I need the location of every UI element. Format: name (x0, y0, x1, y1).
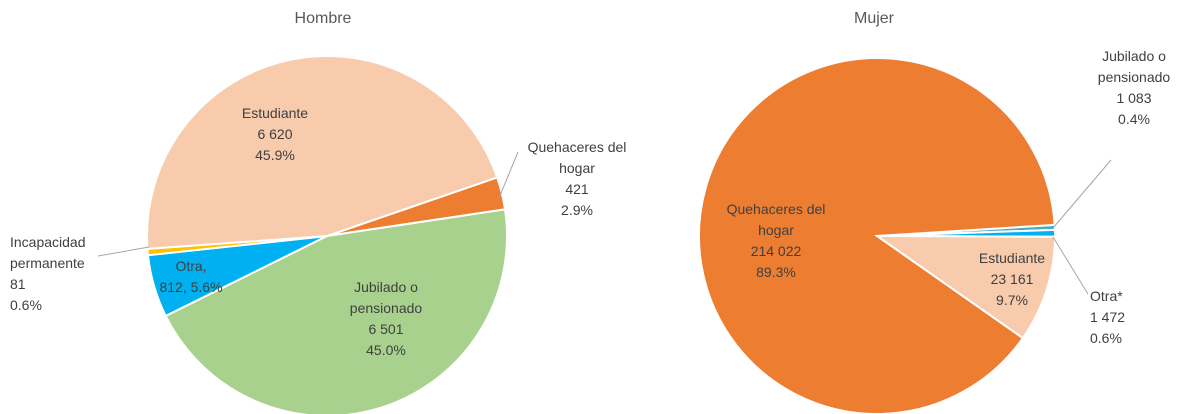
value-label: 6 620 (257, 126, 293, 142)
percent-label: 0.4% (1118, 111, 1150, 127)
percent-label: 45.0% (366, 342, 406, 358)
chart-title: Mujer (854, 10, 895, 27)
pie-slice (164, 208, 508, 414)
value-label: 421 (565, 181, 589, 197)
percent-label: 89.3% (756, 264, 796, 280)
slice-name: Jubilado o pensionado (1097, 48, 1171, 85)
slice-name: Quehaceres del hogar (527, 139, 627, 176)
leader-line (1052, 236, 1089, 295)
slice-name: Otra, (175, 258, 207, 274)
slice-name: Incapacidad permanente (10, 234, 86, 271)
data-label: Otra, 812, 5.6% (131, 256, 251, 298)
value-label: 23 161 (990, 271, 1034, 287)
data-label: Jubilado o pensionado 1 083 0.4% (1084, 46, 1184, 130)
slice-name: Estudiante (241, 105, 309, 121)
data-label: Estudiante 6 620 45.9% (215, 103, 335, 166)
value-label: 1 472 (1090, 309, 1126, 325)
percent-label: 2.9% (561, 202, 593, 218)
pie-slice (698, 57, 1056, 414)
pie-slice (146, 55, 499, 250)
data-label: Quehaceres del hogar 421 2.9% (517, 137, 637, 221)
percent-label: 0.6% (10, 297, 42, 313)
slice-name: Estudiante (978, 250, 1046, 266)
data-label: Incapacidad permanente 81 0.6% (10, 232, 110, 316)
value-label: 1 083 (1116, 90, 1152, 106)
slice-name: Otra* (1090, 288, 1123, 304)
chart-title: Hombre (295, 10, 352, 27)
label-line: 812, 5.6% (131, 277, 251, 298)
percent-label: 9.7% (996, 292, 1028, 308)
value-label: 6 501 (368, 321, 404, 337)
data-label: Otra* 1 472 0.6% (1090, 286, 1170, 349)
leader-line (498, 151, 519, 199)
data-label: Quehaceres del hogar 214 022 89.3% (716, 199, 836, 283)
data-label: Jubilado o pensionado 6 501 45.0% (336, 277, 436, 361)
percent-label: 45.9% (255, 147, 295, 163)
value-label: 812, (159, 279, 187, 295)
data-label: Estudiante 23 161 9.7% (952, 248, 1072, 311)
percent-label: 0.6% (1090, 330, 1122, 346)
percent-label: 5.6% (190, 279, 223, 295)
leader-line (1052, 159, 1112, 229)
slice-name: Jubilado o pensionado (349, 279, 423, 316)
slice-name: Quehaceres del hogar (726, 201, 826, 238)
value-label: 81 (10, 276, 26, 292)
leader-line (97, 246, 150, 257)
value-label: 214 022 (750, 243, 802, 259)
